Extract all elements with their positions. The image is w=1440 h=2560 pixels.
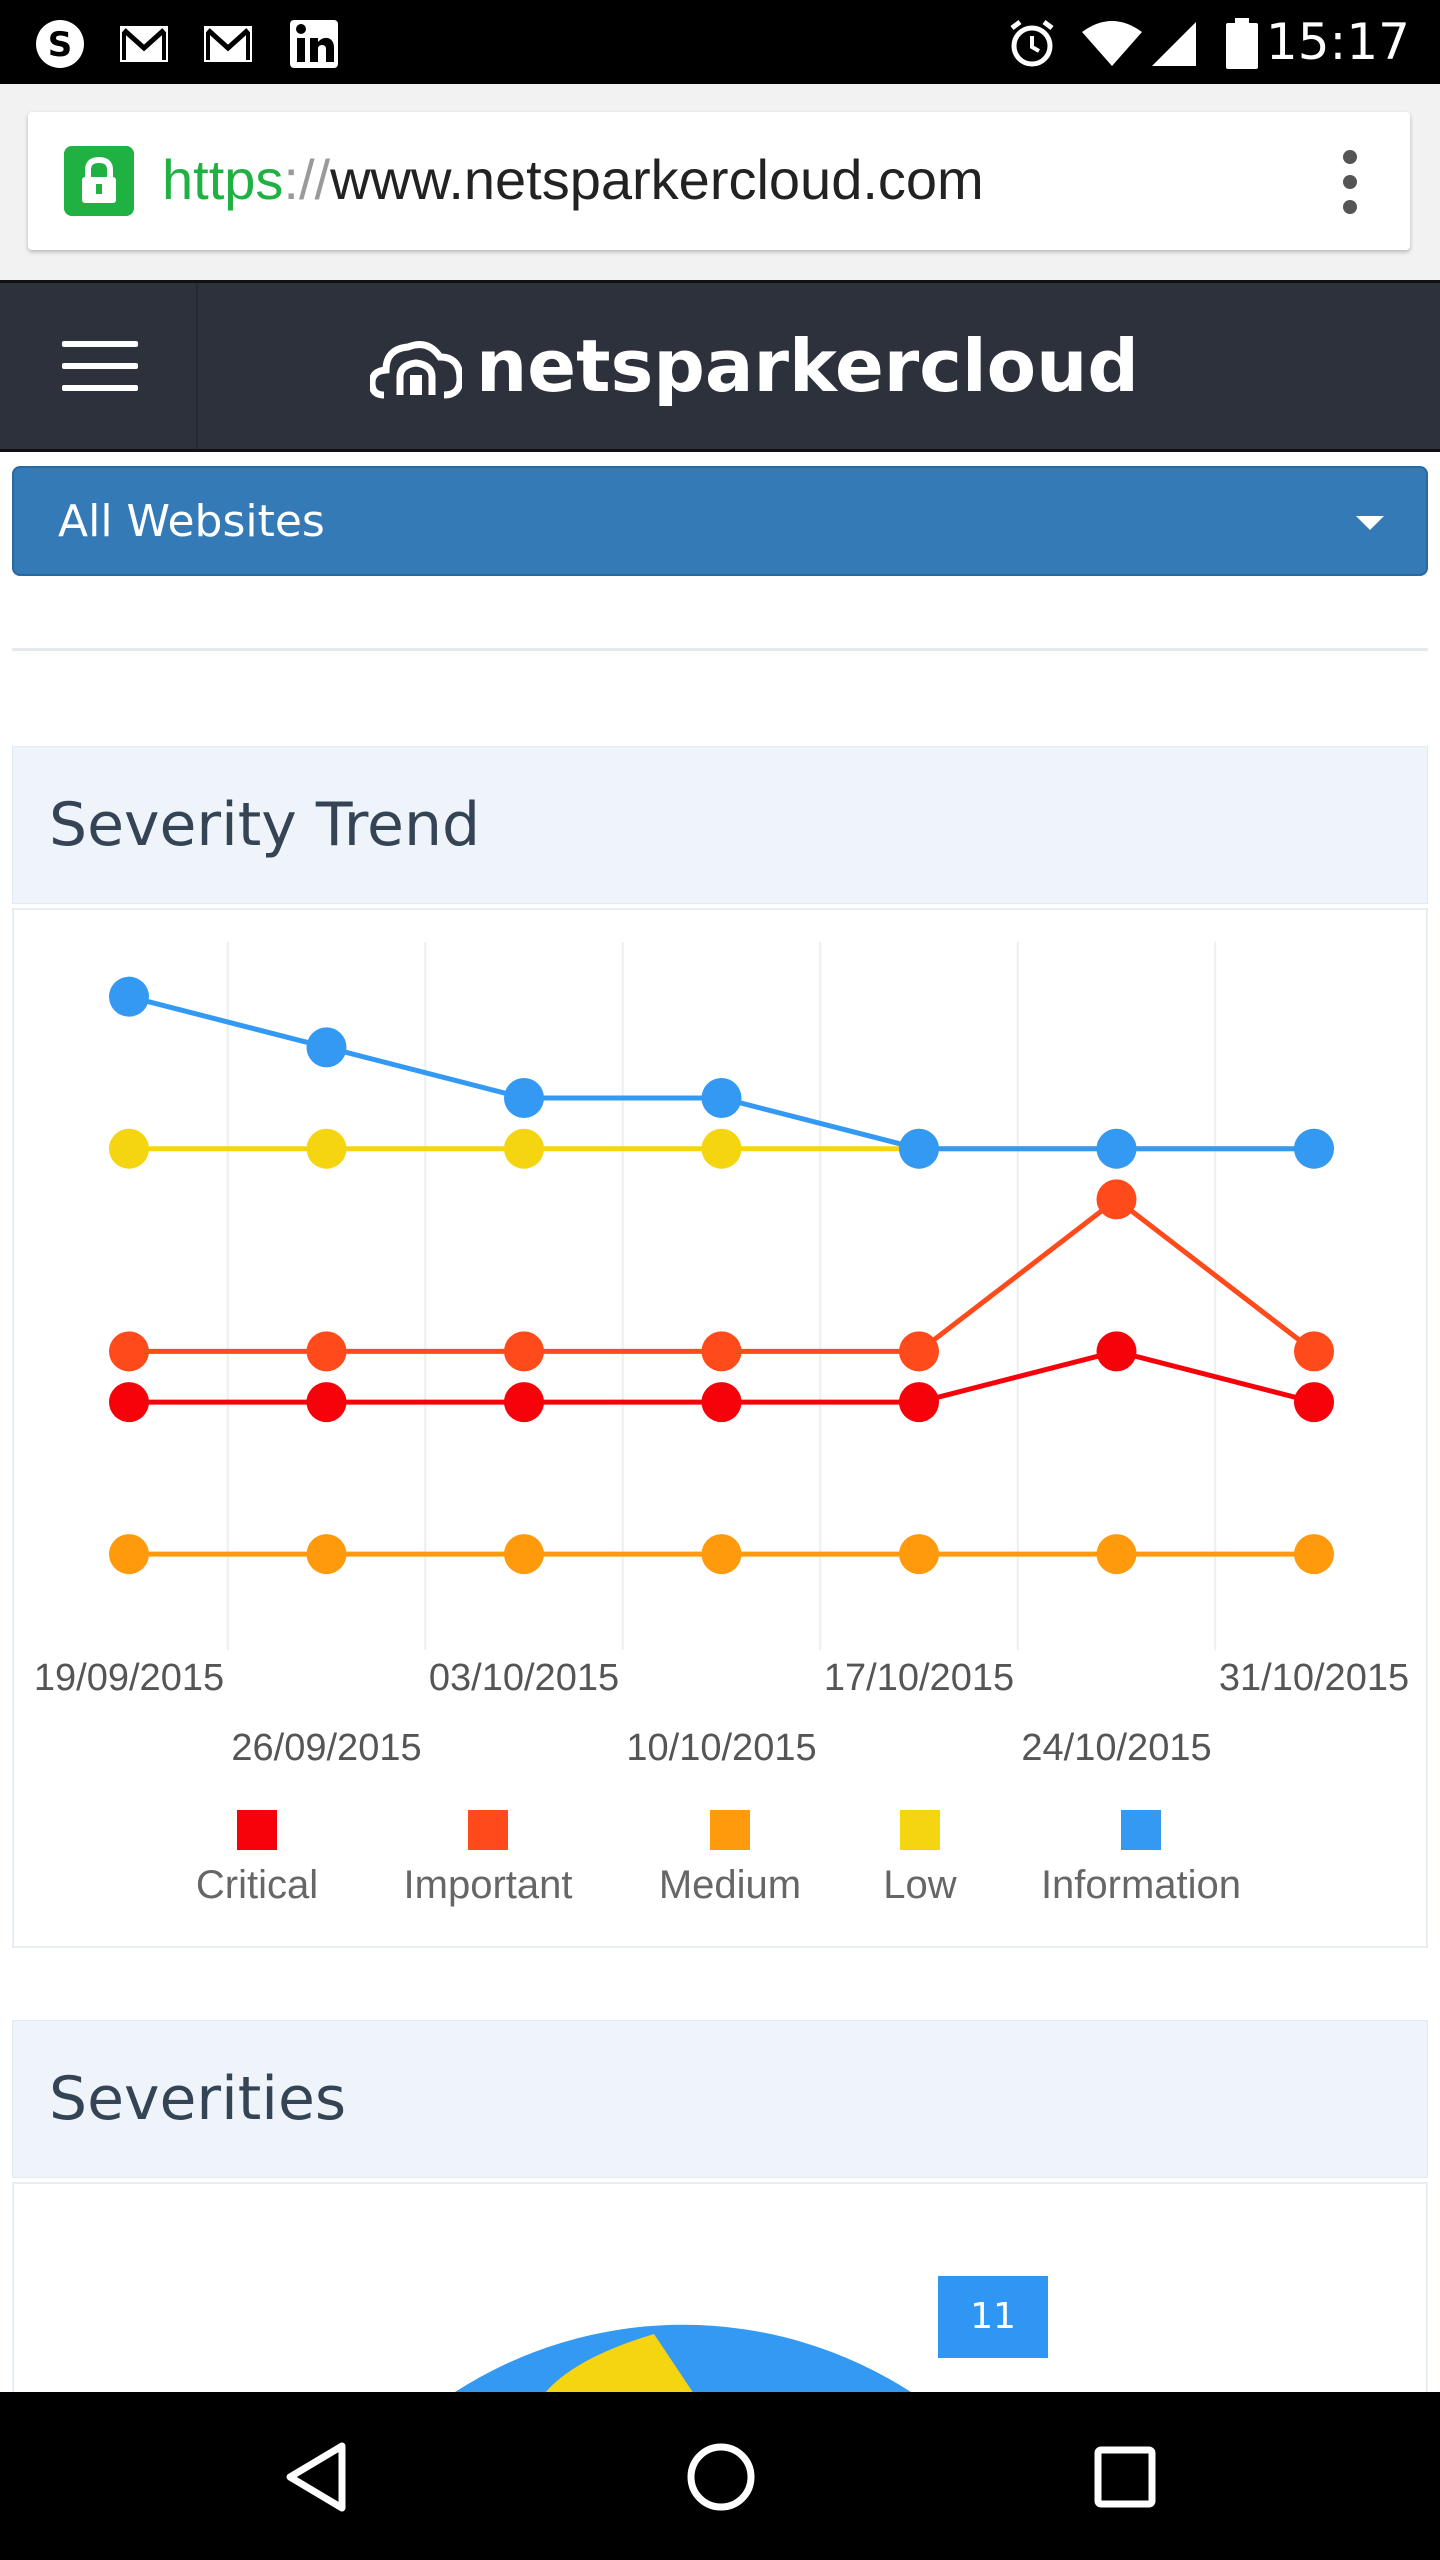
data-point-low[interactable] [306,1128,347,1169]
legend-label-medium[interactable]: Medium [659,1863,801,1907]
severities-chart: 11 [12,2182,1428,2392]
app-navbar: netsparkercloud [0,280,1440,452]
data-point-critical[interactable] [1096,1331,1137,1372]
data-point-information[interactable] [899,1128,939,1169]
browser-toolbar: https://www.netsparkercloud.com [0,84,1440,280]
url-separator: :// [283,148,331,211]
severity-trend-header: Severity Trend [12,746,1428,904]
svg-text:S: S [48,25,73,65]
series-line-important [129,1196,1316,1354]
data-point-important[interactable] [306,1331,347,1372]
data-point-information[interactable] [306,1027,347,1068]
data-point-critical[interactable] [701,1382,742,1423]
data-point-medium[interactable] [109,1534,149,1575]
url-scheme: https [162,148,284,211]
data-point-critical[interactable] [306,1382,347,1423]
data-point-important[interactable] [109,1331,149,1372]
data-point-important[interactable] [899,1331,939,1372]
severity-trend-chart: 19/09/2015 26/09/2015 03/10/2015 10/10/2015… [12,908,1428,1948]
brand-name: netsparkercloud [476,324,1139,408]
skype-icon: S [36,20,84,68]
back-icon[interactable] [272,2432,362,2522]
website-select-value: All Websites [58,496,325,547]
data-point-information[interactable] [109,976,149,1017]
x-tick-label: 26/09/2015 [231,1727,421,1769]
data-point-medium[interactable] [504,1534,544,1575]
clock: 15:17 [1265,13,1410,71]
alarm-icon [1010,20,1054,67]
data-point-medium[interactable] [306,1534,347,1575]
overflow-menu-icon[interactable] [1340,150,1360,214]
line-chart: 19/09/201526/09/201503/10/201510/10/2015… [34,942,1409,1907]
wifi-icon [1082,21,1142,66]
pie-chart [455,2324,911,2392]
data-point-important[interactable] [701,1331,742,1372]
data-point-information[interactable] [701,1078,742,1119]
data-point-critical[interactable] [899,1382,939,1423]
pie-slice-low [545,2334,693,2392]
severity-trend-title: Severity Trend [49,790,481,860]
data-point-medium[interactable] [1096,1534,1137,1575]
legend-label-low[interactable]: Low [883,1863,956,1907]
data-point-important[interactable] [1294,1331,1334,1372]
legend-swatch-critical[interactable] [237,1810,277,1850]
data-point-critical[interactable] [109,1382,149,1423]
x-tick-label: 17/10/2015 [824,1657,1014,1699]
linkedin-icon [290,20,338,68]
data-point-important[interactable] [504,1331,544,1372]
data-point-low[interactable] [504,1128,544,1169]
lock-icon[interactable] [64,146,134,216]
battery-icon [1226,18,1258,69]
severities-title: Severities [49,2064,347,2134]
recents-icon[interactable] [1080,2432,1170,2522]
website-select[interactable]: All Websites [12,466,1428,576]
legend-swatch-information[interactable] [1121,1810,1161,1850]
url-host: www.netsparkercloud.com [330,148,984,211]
legend-label-important[interactable]: Important [404,1863,573,1907]
legend-swatch-important[interactable] [468,1810,508,1850]
data-point-critical[interactable] [1294,1382,1334,1423]
x-tick-label: 10/10/2015 [626,1727,816,1769]
url-text[interactable]: https://www.netsparkercloud.com [162,144,984,216]
legend-label-critical[interactable]: Critical [196,1863,318,1907]
x-tick-label: 03/10/2015 [429,1657,619,1699]
home-icon[interactable] [676,2432,766,2522]
divider [12,648,1428,651]
data-point-information[interactable] [1294,1128,1334,1169]
data-point-information[interactable] [1096,1128,1137,1169]
data-point-low[interactable] [701,1128,742,1169]
data-point-critical[interactable] [504,1382,544,1423]
hamburger-menu-icon[interactable] [0,283,198,449]
data-point-medium[interactable] [1294,1534,1334,1575]
severities-header: Severities [12,2020,1428,2178]
legend-swatch-low[interactable] [900,1810,940,1850]
caret-down-icon [1356,516,1384,530]
legend-label-information[interactable]: Information [1041,1863,1241,1907]
severity-count-badge[interactable]: 11 [938,2276,1048,2358]
x-tick-label: 24/10/2015 [1021,1727,1211,1769]
gmail-icon [204,26,252,62]
gmail-icon [120,26,168,62]
legend-swatch-medium[interactable] [710,1810,750,1850]
cloud-logo-icon [370,341,462,399]
x-tick-label: 31/10/2015 [1219,1657,1409,1699]
data-point-important[interactable] [1096,1179,1137,1220]
data-point-medium[interactable] [899,1534,939,1575]
data-point-low[interactable] [109,1128,149,1169]
data-point-information[interactable] [504,1078,544,1119]
address-bar[interactable]: https://www.netsparkercloud.com [28,112,1410,250]
data-point-medium[interactable] [701,1534,742,1575]
system-navigation-bar [0,2392,1440,2560]
signal-icon [1152,22,1196,66]
series-line-information [128,994,1314,1152]
x-tick-label: 19/09/2015 [34,1657,224,1699]
status-bar: S 15:17 [0,0,1440,84]
